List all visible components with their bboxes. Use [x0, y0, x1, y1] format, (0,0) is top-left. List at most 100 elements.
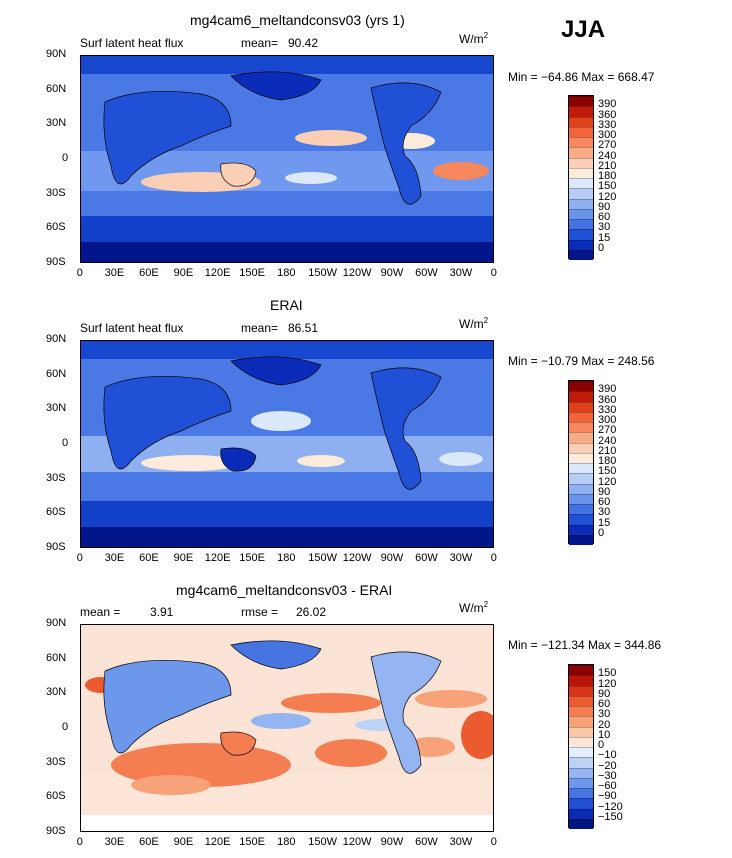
colorbar-swatch: [569, 198, 593, 209]
lon-tick-label: 0: [76, 267, 83, 279]
lon-tick-label: 30E: [104, 836, 125, 848]
lon-tick-label: 150W: [308, 836, 338, 848]
colorbar-label: −20: [598, 759, 617, 772]
lon-tick-label: 60W: [415, 552, 438, 564]
lat-tick-label: 0: [62, 152, 69, 164]
colorbar-swatch: [569, 219, 593, 230]
colorbar-label: 180: [598, 170, 617, 182]
colorbar-label: 0: [598, 739, 605, 751]
lon-tick-label: 150W: [308, 267, 338, 279]
colorbar-label: 240: [598, 149, 617, 162]
colorbar-label: 150: [598, 465, 617, 478]
colorbar-swatch: [569, 788, 593, 799]
lat-tick-label: 90S: [46, 256, 66, 268]
colorbar-swatch: [569, 147, 593, 158]
colorbar-label: 240: [598, 434, 617, 447]
panel-3-colorbar: [568, 664, 594, 829]
panel-1-map: [80, 55, 494, 263]
lon-tick-label: 0: [490, 836, 497, 848]
colorbar-label: 390: [598, 383, 617, 396]
lon-tick-label: 180: [277, 836, 296, 848]
colorbar-label: 15: [598, 516, 611, 529]
colorbar-label: 300: [598, 414, 617, 426]
panel-3-rmse-label: rmse =: [241, 605, 279, 619]
colorbar-label: −10: [598, 749, 617, 762]
colorbar-label: 10: [598, 728, 611, 741]
colorbar-label: 60: [598, 496, 611, 508]
colorbar-label: 60: [598, 698, 611, 710]
lat-tick-label: 0: [62, 721, 69, 733]
lat-tick-label: 60S: [46, 506, 66, 519]
panel-1-units: W/m2: [459, 31, 489, 46]
colorbar-swatch: [569, 391, 593, 402]
lon-tick-label: 120E: [204, 552, 231, 564]
lon-tick-label: 150W: [308, 552, 338, 564]
lon-tick-label: 90W: [380, 552, 404, 564]
panel-1-colorbar: [568, 95, 594, 260]
lon-tick-label: 180: [277, 267, 296, 279]
lat-tick-label: 60N: [46, 651, 67, 664]
lon-tick-label: 120W: [342, 836, 372, 848]
colorbar-label: 90: [598, 485, 611, 498]
colorbar-swatch: [569, 432, 593, 443]
colorbar-swatch: [569, 106, 593, 117]
lat-tick-label: 30N: [46, 402, 67, 415]
colorbar-swatch: [569, 685, 593, 696]
colorbar-label: 330: [598, 403, 617, 416]
colorbar-label: 210: [598, 444, 617, 457]
colorbar-swatch: [569, 777, 593, 788]
colorbar-label: −150: [598, 810, 623, 823]
colorbar-label: 300: [598, 129, 617, 141]
lat-tick-label: 90N: [46, 48, 67, 60]
lat-tick-label: 90N: [46, 617, 67, 629]
lon-tick-label: 0: [490, 552, 497, 564]
lon-tick-label: 120E: [204, 267, 231, 279]
lat-tick-label: 60S: [46, 790, 66, 803]
colorbar-label: 270: [598, 139, 617, 152]
colorbar-swatch: [569, 249, 593, 260]
lat-tick-label: 60N: [46, 82, 67, 95]
colorbar-swatch: [569, 157, 593, 168]
colorbar-label: 15: [598, 231, 611, 244]
lon-tick-label: 0: [76, 552, 83, 564]
panel-1-stat-value: 90.42: [288, 36, 319, 50]
colorbar-label: 270: [598, 424, 617, 437]
colorbar-swatch: [569, 239, 593, 250]
panel-3-map: [80, 624, 494, 832]
colorbar-swatch: [569, 188, 593, 199]
lon-tick-label: 150E: [239, 836, 265, 848]
lat-tick-label: 60N: [46, 367, 67, 380]
lat-tick-label: 30S: [46, 186, 66, 199]
lat-tick-label: 0: [62, 437, 69, 449]
lon-tick-label: 60E: [139, 267, 159, 279]
panel-2-units: W/m2: [459, 316, 489, 331]
lon-tick-label: 60W: [415, 267, 438, 279]
colorbar-swatch: [569, 401, 593, 412]
colorbar-swatch: [569, 229, 593, 240]
colorbar-label: 30: [598, 221, 611, 234]
colorbar-label: 20: [598, 718, 611, 731]
colorbar-swatch: [569, 493, 593, 504]
colorbar-swatch: [569, 411, 593, 422]
lon-tick-label: 90W: [380, 267, 404, 279]
colorbar-swatch: [569, 665, 593, 676]
lat-tick-label: 90S: [46, 825, 66, 837]
colorbar-swatch: [569, 116, 593, 127]
lon-tick-label: 30W: [449, 836, 473, 848]
colorbar-label: 90: [598, 687, 611, 700]
lon-tick-label: 30W: [449, 267, 473, 279]
colorbar-swatch: [569, 818, 593, 829]
colorbar-label: 90: [598, 200, 611, 213]
colorbar-swatch: [569, 695, 593, 706]
lat-tick-label: 60S: [46, 221, 66, 234]
colorbar-swatch: [569, 473, 593, 484]
lon-tick-label: 180: [277, 552, 296, 564]
panel-3-field: [81, 625, 493, 831]
colorbar-label: 0: [598, 526, 605, 539]
colorbar-label: 120: [598, 475, 617, 488]
colorbar-swatch: [569, 798, 593, 809]
lat-tick-label: 30N: [46, 117, 67, 130]
colorbar-swatch: [569, 442, 593, 453]
colorbar-swatch: [569, 126, 593, 137]
lon-tick-label: 120W: [342, 552, 372, 564]
